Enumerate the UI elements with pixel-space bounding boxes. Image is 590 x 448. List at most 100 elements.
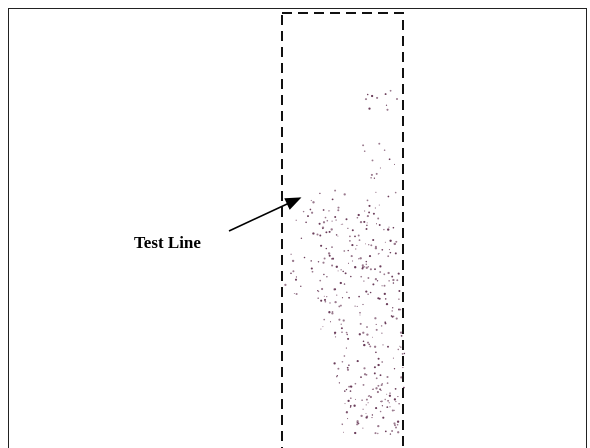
particle — [395, 401, 396, 402]
particle — [323, 209, 325, 211]
particle — [351, 244, 353, 246]
particle — [380, 167, 381, 168]
particle — [383, 229, 384, 230]
particle — [357, 423, 358, 424]
particle — [346, 291, 348, 293]
particle — [331, 220, 332, 221]
particle — [351, 255, 353, 257]
particle — [386, 406, 388, 408]
particle — [384, 285, 386, 287]
particle — [352, 260, 353, 261]
particle — [354, 266, 356, 268]
particle — [320, 329, 321, 330]
particle — [366, 228, 368, 230]
particle — [354, 432, 356, 434]
particle — [321, 288, 323, 290]
particle — [310, 260, 312, 262]
particle — [386, 109, 388, 111]
particle — [329, 302, 330, 303]
particle — [367, 277, 369, 279]
particle — [366, 404, 367, 405]
particle — [397, 349, 399, 351]
frame — [9, 9, 587, 448]
particle — [316, 233, 318, 235]
particle — [374, 346, 376, 348]
particle — [363, 344, 365, 346]
particle — [325, 217, 327, 219]
particle — [384, 399, 385, 400]
particle — [389, 158, 391, 160]
particle — [348, 263, 349, 264]
particle — [399, 346, 400, 347]
particle — [387, 346, 389, 348]
particle — [336, 294, 337, 295]
particle — [385, 298, 387, 300]
particle — [389, 240, 391, 242]
particle — [350, 390, 352, 392]
particle — [312, 232, 314, 234]
particle — [346, 412, 347, 413]
particle — [385, 242, 386, 243]
particle — [357, 306, 358, 307]
particle — [393, 422, 395, 424]
particle — [391, 310, 393, 312]
particle — [369, 255, 371, 257]
particle — [326, 248, 327, 249]
particle — [347, 334, 348, 335]
particle — [398, 290, 400, 292]
particle — [375, 387, 377, 389]
particle — [359, 312, 361, 314]
particle — [379, 298, 381, 300]
particle — [374, 317, 376, 319]
particle — [380, 374, 382, 376]
particle — [307, 215, 309, 217]
particle — [325, 301, 327, 303]
particle — [395, 192, 397, 194]
particle — [372, 389, 373, 390]
particle — [337, 375, 338, 376]
particle — [392, 279, 394, 281]
particle — [337, 207, 339, 209]
particle — [381, 325, 383, 327]
particle — [294, 293, 295, 294]
particle — [328, 252, 330, 254]
particle — [372, 283, 374, 285]
particle — [335, 219, 336, 220]
particle — [336, 266, 338, 268]
particle — [365, 98, 367, 100]
particle — [365, 243, 366, 244]
particle — [330, 321, 331, 322]
particle — [380, 411, 382, 413]
particle — [374, 432, 376, 434]
particle — [329, 231, 331, 233]
particle — [324, 299, 326, 301]
particle — [312, 271, 314, 273]
particle — [311, 200, 312, 201]
particle — [370, 177, 372, 179]
particle — [346, 332, 348, 334]
particle — [391, 430, 393, 432]
particle — [385, 431, 387, 433]
particle — [341, 332, 342, 333]
annotation-label: Test Line — [134, 233, 201, 252]
particle — [336, 234, 338, 236]
particle — [368, 211, 370, 213]
particle — [389, 395, 391, 397]
particle — [395, 388, 397, 390]
particle — [389, 392, 390, 393]
particle — [394, 164, 395, 165]
particle — [366, 225, 367, 226]
particle — [358, 214, 360, 216]
particle — [383, 273, 385, 275]
particle — [366, 264, 368, 266]
particle — [367, 215, 369, 217]
particle — [395, 241, 397, 243]
particle — [368, 344, 369, 345]
particle — [324, 258, 326, 260]
particle — [362, 428, 363, 429]
particle — [372, 414, 373, 415]
particle — [370, 244, 372, 246]
particle — [346, 348, 347, 349]
particle — [334, 288, 336, 290]
particle — [389, 249, 390, 250]
